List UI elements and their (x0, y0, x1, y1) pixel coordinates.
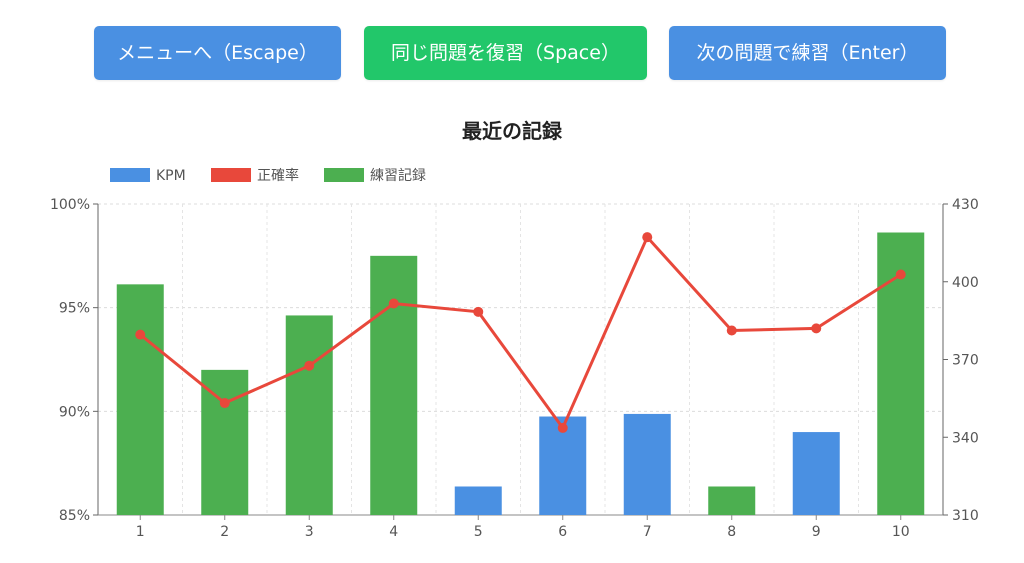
right-axis-tick-label: 400 (952, 275, 979, 291)
right-axis-tick-label: 340 (952, 430, 979, 446)
action-button-row: メニューへ（Escape） 同じ問題を復習（Space） 次の問題で練習（Ent… (0, 26, 1024, 80)
x-axis-tick-label: 5 (474, 524, 483, 540)
legend-label: 練習記録 (370, 167, 426, 184)
accuracy-point-2 (219, 398, 230, 409)
right-axis-tick-label: 370 (952, 353, 979, 369)
accuracy-point-5 (473, 306, 484, 317)
legend-swatch-1 (211, 168, 251, 182)
x-axis-tick-label: 7 (643, 524, 652, 540)
accuracy-point-3 (304, 360, 315, 371)
bar-7 (623, 413, 671, 515)
accuracy-point-10 (895, 269, 906, 280)
legend-swatch-2 (324, 168, 364, 182)
accuracy-line (139, 234, 902, 431)
bar-10 (877, 232, 925, 515)
bar-2 (201, 369, 249, 515)
accuracy-point-8 (726, 325, 737, 336)
x-axis-tick-label: 8 (727, 524, 736, 540)
bar-3 (285, 315, 333, 515)
bar-4 (370, 255, 418, 516)
x-axis-tick-label: 1 (136, 524, 145, 540)
left-axis-tick-label: 90% (59, 404, 90, 420)
right-axis-tick-label: 430 (952, 197, 979, 213)
accuracy-point-6 (557, 422, 568, 433)
bar-1 (116, 284, 164, 515)
bar-6 (539, 416, 587, 515)
legend-label: 正確率 (257, 167, 299, 184)
accuracy-point-1 (135, 329, 146, 340)
x-axis-tick-label: 9 (812, 524, 821, 540)
menu-button[interactable]: メニューへ（Escape） (94, 26, 341, 80)
accuracy-point-4 (388, 298, 399, 309)
left-axis-tick-label: 85% (59, 508, 90, 524)
bar-9 (792, 432, 840, 515)
x-axis-tick-label: 6 (558, 524, 567, 540)
legend-label: KPM (156, 168, 186, 184)
next-problem-button[interactable]: 次の問題で練習（Enter） (669, 26, 946, 80)
legend-swatch-0 (110, 168, 150, 182)
x-axis-tick-label: 10 (892, 524, 910, 540)
retry-same-problem-button[interactable]: 同じ問題を復習（Space） (364, 26, 647, 80)
bar-5 (454, 486, 502, 515)
accuracy-point-9 (811, 323, 822, 334)
right-axis-tick-label: 310 (952, 508, 979, 524)
x-axis-tick-label: 3 (305, 524, 314, 540)
accuracy-point-7 (642, 232, 653, 243)
x-axis-tick-label: 4 (389, 524, 398, 540)
left-axis-tick-label: 100% (50, 197, 90, 213)
bar-8 (708, 486, 756, 515)
x-axis-tick-label: 2 (220, 524, 229, 540)
left-axis-tick-label: 95% (59, 301, 90, 317)
chart-title: 最近の記録 (462, 119, 562, 143)
